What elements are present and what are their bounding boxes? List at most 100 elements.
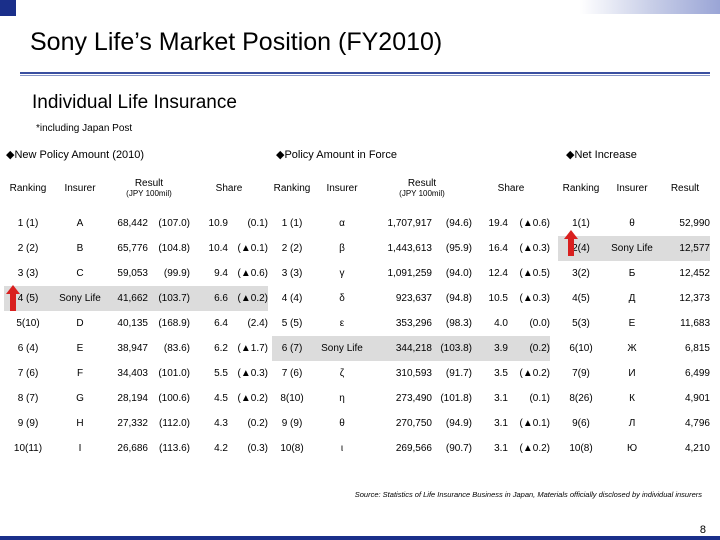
table-row: 5(3) Е 11,683 xyxy=(558,311,710,336)
table-row: 6(10) Ж 6,815 xyxy=(558,336,710,361)
rank-cell: 5 (5) xyxy=(281,318,303,329)
insurer-cell: Л xyxy=(628,418,636,429)
yoy-cell: (99.9) xyxy=(163,268,190,279)
share-cell: 16.4 xyxy=(488,243,508,254)
result-cell: 923,637 xyxy=(395,293,432,304)
rank-cell: 2 (2) xyxy=(281,243,303,254)
net-increase-body: 1(1) θ 52,990 2(4) Sony Life 12,577 3(2) Б 12,45… xyxy=(558,211,710,461)
result-cell: 11,683 xyxy=(680,318,710,329)
slide-title: Sony Life’s Market Position (FY2010) xyxy=(30,28,443,56)
share-cell: 4.3 xyxy=(214,418,228,429)
rank-cell: 3 (3) xyxy=(281,268,303,279)
result-cell: 52,990 xyxy=(679,218,710,229)
table-row: 1 (1) A 68,442 (107.0) 10.9 (0.1) xyxy=(4,211,268,236)
table-row: 4(5) Д 12,373 xyxy=(558,286,710,311)
share-cell: 4.0 xyxy=(494,318,508,329)
yoy-cell: (168.9) xyxy=(158,318,190,329)
result-cell: 28,194 xyxy=(117,393,148,404)
in-force-table: Ranking Insurer Result (JPY 100mil) Shar… xyxy=(272,165,550,461)
insurer-cell: η xyxy=(339,393,345,404)
rank-cell: 5(10) xyxy=(16,318,40,329)
share-cell: 4.2 xyxy=(214,443,228,454)
yoy-cell: (113.6) xyxy=(159,443,190,454)
share-change-cell: (▲1.7) xyxy=(237,343,268,354)
header-insurer: Insurer xyxy=(326,182,358,194)
insurer-cell: θ xyxy=(629,218,635,229)
table-row: 2 (2) β 1,443,613 (95.9) 16.4 (▲0.3) xyxy=(272,236,550,261)
insurer-cell: G xyxy=(76,393,84,404)
rank-cell: 8 (7) xyxy=(17,393,39,404)
header-ranking: Ranking xyxy=(562,182,600,194)
share-cell: 6.6 xyxy=(214,293,228,304)
share-cell: 10.4 xyxy=(208,243,228,254)
table-row: 8(10) η 273,490 (101.8) 3.1 (0.1) xyxy=(272,386,550,411)
insurer-cell: δ xyxy=(339,293,345,304)
table-row: 10(8) ι 269,566 (90.7) 3.1 (▲0.2) xyxy=(272,436,550,461)
insurer-cell: ε xyxy=(339,318,345,329)
rank-cell: 2 (2) xyxy=(17,243,39,254)
rank-cell: 7(9) xyxy=(572,368,590,379)
rank-cell: 9 (9) xyxy=(281,418,303,429)
source-note: Source: Statistics of Life Insurance Bus… xyxy=(354,490,702,499)
rank-cell: 4(5) xyxy=(572,293,590,304)
yoy-cell: (100.6) xyxy=(158,393,190,404)
rank-cell: 10(8) xyxy=(280,443,304,454)
share-cell: 12.4 xyxy=(488,268,508,279)
section-new-policy: ◆New Policy Amount (2010) xyxy=(6,149,145,161)
table-row: 3(2) Б 12,452 xyxy=(558,261,710,286)
yoy-cell: (95.9) xyxy=(445,243,472,254)
share-change-cell: (▲0.2) xyxy=(519,368,550,379)
new-policy-body: 1 (1) A 68,442 (107.0) 10.9 (0.1) 2 (2) B 65,776… xyxy=(4,211,268,461)
share-change-cell: (▲0.2) xyxy=(237,293,268,304)
share-change-cell: (▲0.2) xyxy=(237,393,268,404)
insurer-cell: Б xyxy=(628,268,636,279)
result-cell: 59,053 xyxy=(117,268,148,279)
table-row: 8 (7) G 28,194 (100.6) 4.5 (▲0.2) xyxy=(4,386,268,411)
result-cell: 34,403 xyxy=(117,368,148,379)
table-row: 6 (4) E 38,947 (83.6) 6.2 (▲1.7) xyxy=(4,336,268,361)
rank-cell: 5(3) xyxy=(572,318,590,329)
table-row: 4 (5) Sony Life 41,662 (103.7) 6.6 (▲0.2) xyxy=(4,286,268,311)
title-divider-thin xyxy=(20,75,710,76)
insurer-cell: B xyxy=(76,243,84,254)
result-cell: 68,442 xyxy=(117,218,148,229)
table-row: 7(9) И 6,499 xyxy=(558,361,710,386)
insurer-cell: К xyxy=(629,393,635,404)
insurer-cell: И xyxy=(628,368,636,379)
table-row: 7 (6) F 34,403 (101.0) 5.5 (▲0.3) xyxy=(4,361,268,386)
insurer-cell: H xyxy=(76,418,84,429)
result-cell: 26,686 xyxy=(117,443,148,454)
share-cell: 3.1 xyxy=(494,443,508,454)
table-row: 1 (1) α 1,707,917 (94.6) 19.4 (▲0.6) xyxy=(272,211,550,236)
yoy-cell: (94.9) xyxy=(445,418,472,429)
table-row: 9(6) Л 4,796 xyxy=(558,411,710,436)
insurer-cell: E xyxy=(76,343,84,354)
table-row: 5(10) D 40,135 (168.9) 6.4 (2.4) xyxy=(4,311,268,336)
table-row: 9 (9) θ 270,750 (94.9) 3.1 (▲0.1) xyxy=(272,411,550,436)
rank-cell: 3(2) xyxy=(572,268,590,279)
rank-cell: 1 (1) xyxy=(17,218,39,229)
rank-cell: 1 (1) xyxy=(281,218,303,229)
table-row: 1(1) θ 52,990 xyxy=(558,211,710,236)
share-change-cell: (0.1) xyxy=(529,393,550,404)
table-row: 2(4) Sony Life 12,577 xyxy=(558,236,710,261)
insurer-cell: I xyxy=(78,443,82,454)
slide-subtitle: Individual Life Insurance xyxy=(32,92,237,113)
yoy-cell: (94.0) xyxy=(445,268,472,279)
result-cell: 4,210 xyxy=(684,443,710,454)
result-cell: 6,499 xyxy=(684,368,710,379)
table-row: 10(8) Ю 4,210 xyxy=(558,436,710,461)
net-increase-table: Ranking Insurer Result 1(1) θ 52,990 2(4) So… xyxy=(558,165,710,461)
result-cell: 353,296 xyxy=(395,318,432,329)
share-change-cell: (▲0.6) xyxy=(237,268,268,279)
net-increase-up-arrow-icon xyxy=(564,230,578,256)
insurer-cell: α xyxy=(339,218,345,229)
result-cell: 344,218 xyxy=(395,343,432,354)
rank-cell: 10(8) xyxy=(569,443,593,454)
yoy-cell: (101.0) xyxy=(158,368,190,379)
share-cell: 19.4 xyxy=(488,218,508,229)
insurer-cell: ζ xyxy=(339,368,345,379)
section-in-force: ◆Policy Amount in Force xyxy=(276,149,397,161)
section-net-increase: ◆Net Increase xyxy=(566,149,637,161)
share-cell: 5.5 xyxy=(214,368,228,379)
